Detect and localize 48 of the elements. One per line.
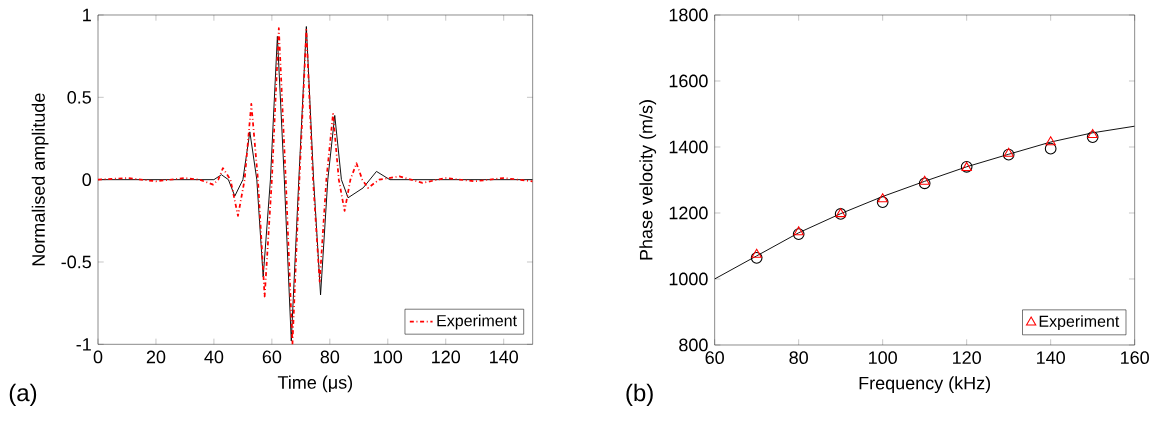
point	[1045, 136, 1056, 146]
x-tick-label: 20	[146, 350, 166, 364]
y-tick-label: 800	[679, 338, 708, 352]
x-tick-label: 100	[374, 350, 403, 364]
y-tick-label: 1000	[669, 272, 708, 286]
x-tick-label: 140	[490, 350, 518, 364]
point	[1086, 131, 1099, 143]
point	[877, 193, 888, 203]
y-tick-label: 1600	[669, 74, 708, 88]
y-axis-title: Phase velocity (m/s)	[639, 100, 657, 260]
x-tick-label: 0	[93, 350, 103, 364]
point	[1044, 142, 1057, 155]
point	[750, 251, 763, 264]
point	[1002, 148, 1015, 161]
x-tick-label: 100	[869, 351, 897, 364]
point	[919, 175, 930, 185]
legend-label: Experiment	[1039, 315, 1120, 331]
x-tick-label: 60	[262, 350, 282, 364]
y-tick-label: 1800	[669, 8, 708, 22]
y-tick-label: -1	[76, 338, 91, 351]
y-tick-label: 1	[83, 8, 91, 22]
point	[751, 248, 762, 258]
point	[918, 177, 931, 190]
y-tick-label: 0.5	[67, 90, 91, 104]
x-tick-label: 140	[1037, 351, 1065, 364]
x-tick-label: 160	[1121, 351, 1149, 364]
x-tick-label: 40	[204, 350, 224, 364]
point	[1087, 128, 1098, 138]
y-tick-label: 1400	[669, 140, 708, 154]
point	[793, 226, 804, 236]
point	[792, 228, 805, 240]
y-tick-label: 0	[82, 173, 92, 187]
y-tick-label: 1200	[669, 206, 708, 220]
text: (a)	[9, 383, 37, 407]
legend-label: Experiment	[437, 314, 517, 330]
point	[1003, 147, 1014, 157]
x-tick-label: 60	[705, 351, 724, 364]
x-tick-label: 80	[320, 350, 340, 364]
x-tick-label: 80	[789, 351, 808, 364]
y-tick-label: -0.5	[61, 255, 91, 269]
x-tick-label: 120	[953, 351, 981, 364]
x-axis-title: Frequency (kHz)	[859, 376, 991, 394]
x-tick-label: 120	[432, 350, 461, 364]
line-series	[714, 125, 1135, 280]
text: (b)	[626, 383, 653, 407]
point	[876, 196, 889, 208]
x-axis-title: Time (μs)	[277, 375, 353, 393]
y-axis-title: Normalised amplitude	[31, 93, 49, 266]
